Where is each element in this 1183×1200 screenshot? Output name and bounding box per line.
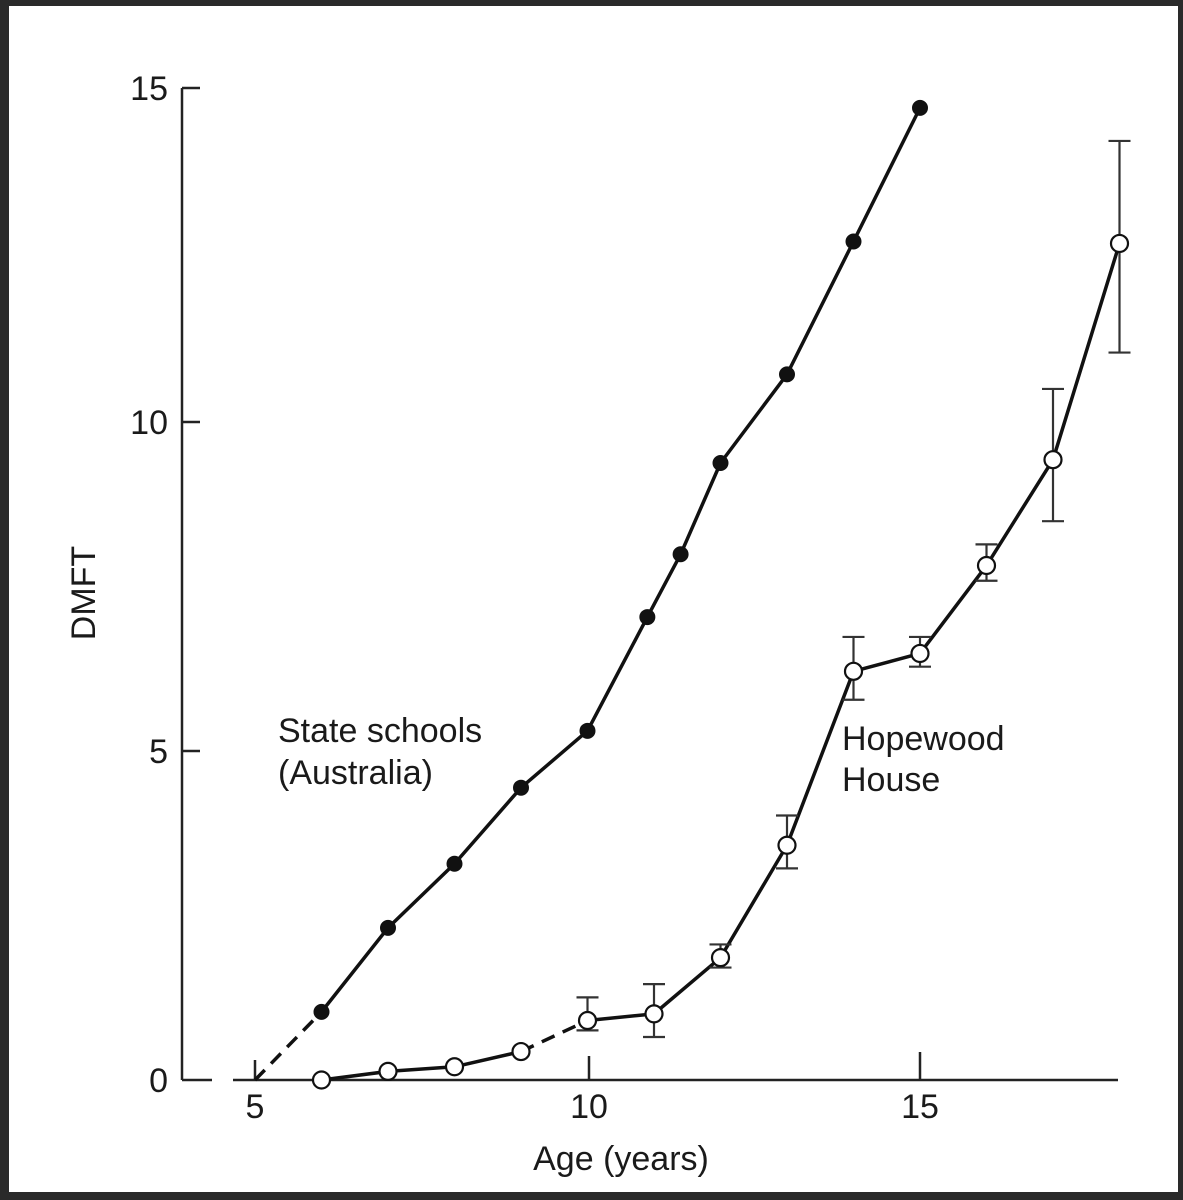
open-data-point (444, 1057, 465, 1077)
x-tick-label: 5 (246, 1088, 265, 1126)
open-data-point (910, 643, 930, 664)
y-axis: 15 10 5 0 DMFT (65, 70, 212, 1100)
filled-data-point (779, 366, 795, 383)
y-tick-label: 15 (130, 70, 168, 108)
hopewood-house-label: Hopewood House (842, 720, 1005, 799)
x-tick-label: 10 (570, 1088, 608, 1126)
open-data-point (976, 555, 997, 576)
filled-data-point (446, 855, 463, 872)
svg-text:(Australia): (Australia) (278, 754, 433, 792)
svg-text:House: House (842, 761, 940, 799)
filled-data-point (313, 1003, 330, 1020)
open-data-point (378, 1061, 398, 1082)
y-tick-label: 5 (149, 733, 168, 771)
filled-data-point (380, 919, 396, 936)
open-data-point (1109, 233, 1130, 254)
y-tick-label: 0 (149, 1062, 168, 1100)
filled-data-point (639, 609, 656, 626)
open-data-point (644, 1004, 664, 1024)
open-data-point (710, 948, 731, 968)
filled-data-point (845, 233, 862, 250)
x-axis: 5 10 15 Age (years) (233, 1052, 1118, 1178)
filled-data-point (579, 722, 596, 739)
open-data-point (843, 661, 864, 681)
hopewood-house-series (311, 139, 1131, 1090)
open-data-point (577, 1010, 598, 1031)
open-data-point (311, 1070, 332, 1090)
filled-data-point (513, 779, 529, 796)
x-axis-title: Age (years) (533, 1140, 709, 1178)
state-schools-label: State schools (Australia) (278, 712, 482, 792)
open-data-point (777, 835, 797, 855)
state-schools-series (253, 99, 928, 1082)
x-tick-label: 15 (901, 1088, 939, 1126)
open-data-point (511, 1041, 531, 1062)
y-tick-label: 10 (130, 404, 168, 442)
figure-frame (9, 6, 1178, 1192)
y-axis-title: DMFT (65, 546, 103, 640)
filled-data-point (712, 455, 729, 472)
filled-data-point (912, 99, 928, 116)
open-data-point (1043, 450, 1063, 470)
series-layer (253, 99, 1131, 1090)
svg-text:Hopewood: Hopewood (842, 720, 1005, 758)
svg-text:State schools: State schools (278, 712, 482, 750)
filled-data-point (672, 546, 689, 563)
